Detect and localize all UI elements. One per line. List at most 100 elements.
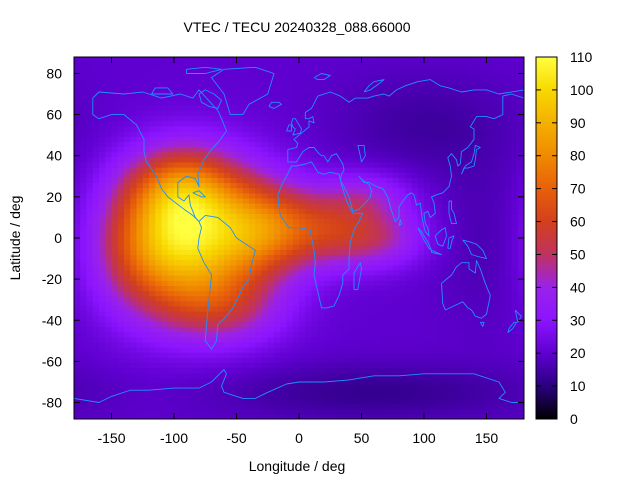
- heatmap-cell: [386, 254, 394, 261]
- heatmap-cell: [392, 156, 400, 163]
- heatmap-cell: [392, 341, 400, 348]
- heatmap-cell: [330, 89, 338, 96]
- heatmap-cell: [367, 275, 375, 281]
- heatmap-cell: [80, 151, 88, 158]
- heatmap-cell: [130, 413, 138, 419]
- heatmap-cell: [505, 285, 513, 292]
- heatmap-cell: [342, 79, 350, 86]
- heatmap-cell: [492, 57, 500, 60]
- heatmap-cell: [430, 259, 438, 266]
- heatmap-cell: [467, 316, 475, 322]
- heatmap-cell: [217, 300, 225, 307]
- heatmap-cell: [411, 115, 419, 122]
- heatmap-cell: [386, 316, 394, 322]
- heatmap-cell: [461, 100, 469, 106]
- heatmap-cell: [124, 264, 131, 271]
- heatmap-cell: [92, 367, 100, 374]
- heatmap-cell: [455, 64, 463, 70]
- heatmap-cell: [499, 341, 506, 348]
- heatmap-cell: [442, 388, 450, 394]
- heatmap-cell: [467, 341, 475, 348]
- heatmap-cell: [80, 69, 88, 76]
- heatmap-cell: [167, 336, 175, 343]
- heatmap-cell: [461, 403, 469, 410]
- heatmap-cell: [324, 383, 331, 389]
- heatmap-cell: [286, 352, 294, 358]
- heatmap-cell: [299, 213, 306, 220]
- heatmap-cell: [367, 156, 375, 163]
- heatmap-cell: [99, 341, 106, 348]
- heatmap-cell: [80, 233, 88, 240]
- heatmap-cell: [180, 84, 188, 91]
- heatmap-cell: [492, 311, 500, 317]
- heatmap-cell: [361, 161, 369, 168]
- heatmap-cell: [111, 264, 119, 271]
- heatmap-cell: [136, 388, 144, 394]
- heatmap-cell: [386, 136, 394, 142]
- heatmap-cell: [167, 383, 175, 389]
- heatmap-cell: [349, 187, 356, 194]
- heatmap-cell: [174, 362, 181, 369]
- heatmap-cell: [86, 403, 94, 410]
- heatmap-cell: [136, 254, 144, 261]
- heatmap-cell: [292, 403, 300, 410]
- heatmap-cell: [380, 79, 388, 86]
- heatmap-cell: [367, 95, 375, 101]
- heatmap-cell: [474, 89, 481, 96]
- heatmap-cell: [311, 357, 319, 364]
- heatmap-cell: [374, 280, 381, 286]
- heatmap-cell: [155, 105, 163, 112]
- heatmap-cell: [430, 105, 438, 112]
- heatmap-cell: [499, 347, 506, 353]
- heatmap-cell: [74, 59, 81, 65]
- heatmap-cell: [342, 84, 350, 91]
- heatmap-cell: [417, 347, 425, 353]
- heatmap-cell: [280, 347, 288, 353]
- heatmap-cell: [249, 203, 256, 209]
- heatmap-cell: [480, 398, 488, 405]
- heatmap-cell: [430, 131, 438, 137]
- heatmap-cell: [486, 208, 494, 214]
- heatmap-cell: [299, 115, 306, 122]
- heatmap-cell: [217, 146, 225, 153]
- heatmap-cell: [230, 269, 238, 276]
- heatmap-cell: [86, 223, 94, 230]
- heatmap-cell: [449, 203, 456, 209]
- heatmap-cell: [492, 64, 500, 70]
- heatmap-cell: [261, 244, 269, 250]
- heatmap-cell: [486, 69, 494, 76]
- heatmap-cell: [305, 69, 313, 76]
- heatmap-cell: [99, 331, 106, 338]
- heatmap-cell: [161, 347, 169, 353]
- heatmap-cell: [86, 131, 94, 137]
- heatmap-cell: [461, 131, 469, 137]
- heatmap-cell: [492, 192, 500, 199]
- heatmap-cell: [361, 393, 369, 400]
- heatmap-cell: [136, 347, 144, 353]
- heatmap-cell: [136, 172, 144, 178]
- heatmap-cell: [217, 141, 225, 148]
- heatmap-cell: [286, 151, 294, 158]
- heatmap-cell: [367, 341, 375, 348]
- heatmap-cell: [367, 336, 375, 343]
- heatmap-cell: [480, 167, 488, 173]
- heatmap-cell: [249, 295, 256, 302]
- heatmap-cell: [480, 192, 488, 199]
- heatmap-cell: [199, 295, 206, 302]
- heatmap-cell: [461, 393, 469, 400]
- heatmap-cell: [224, 357, 231, 364]
- heatmap-cell: [267, 223, 275, 230]
- heatmap-cell: [311, 161, 319, 168]
- heatmap-cell: [486, 131, 494, 137]
- heatmap-cell: [330, 393, 338, 400]
- heatmap-cell: [499, 331, 506, 338]
- heatmap-cell: [374, 326, 381, 333]
- heatmap-cell: [342, 74, 350, 81]
- heatmap-cell: [155, 244, 163, 250]
- heatmap-cell: [86, 105, 94, 112]
- heatmap-cell: [142, 64, 150, 70]
- heatmap-cell: [99, 59, 106, 65]
- heatmap-cell: [292, 341, 300, 348]
- heatmap-cell: [405, 311, 413, 317]
